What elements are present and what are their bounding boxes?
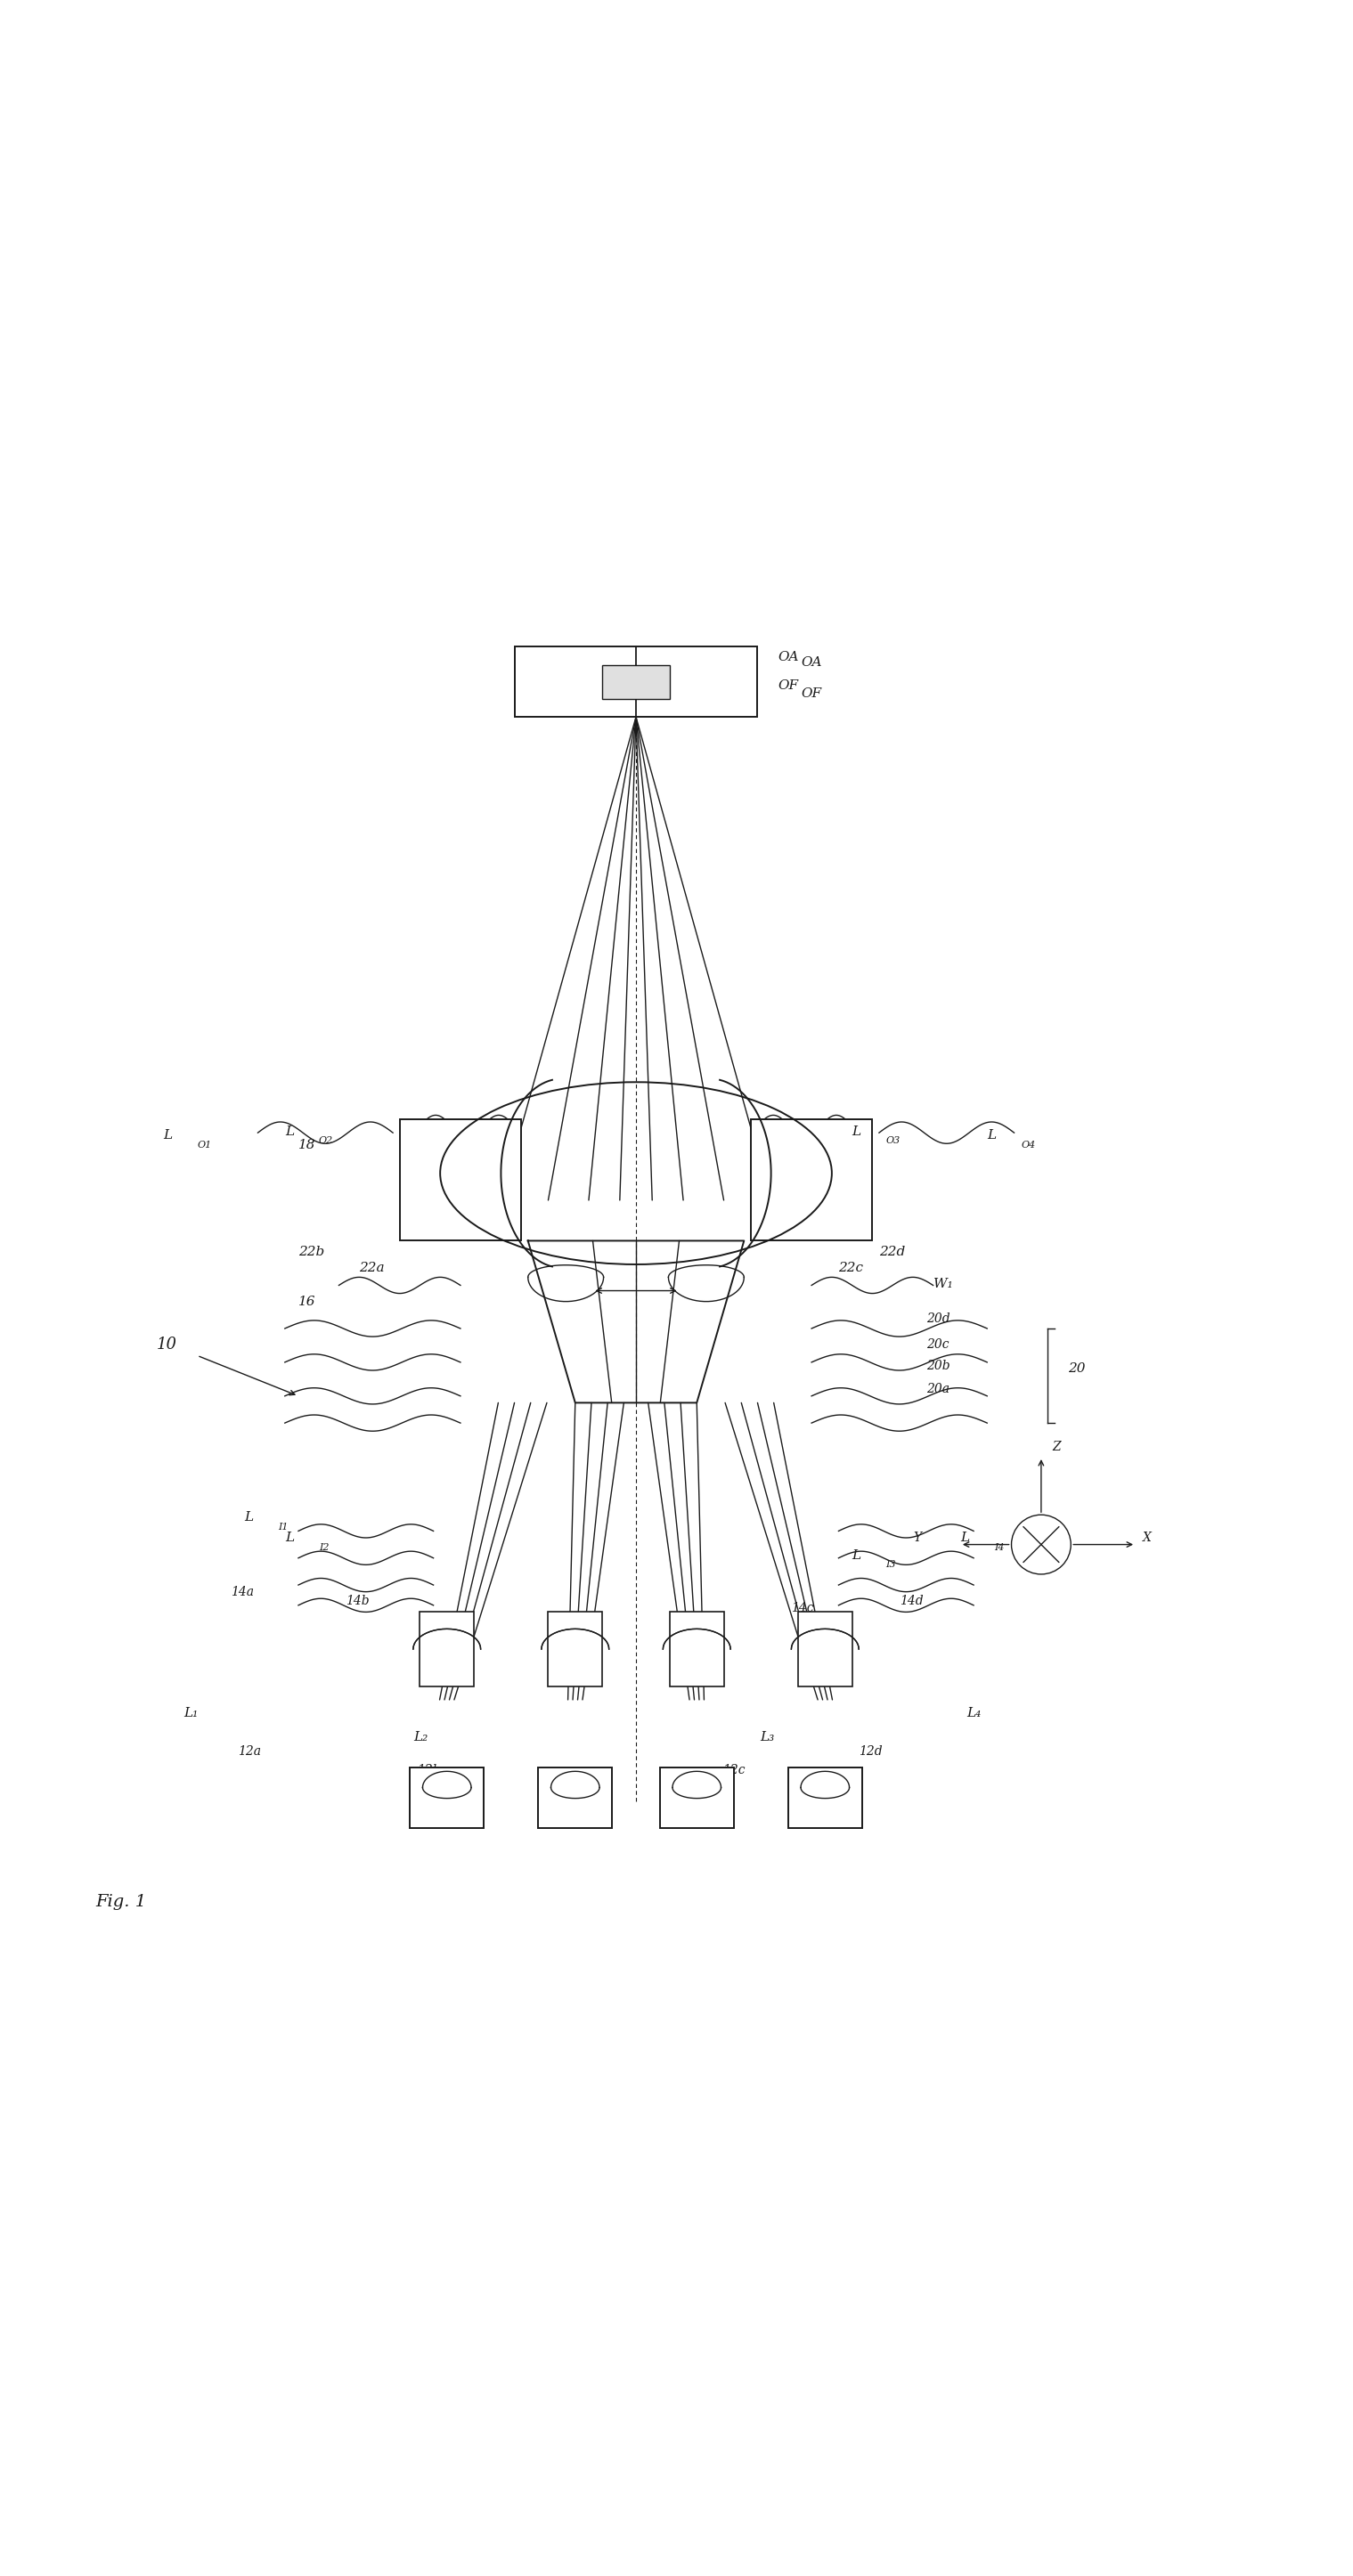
Text: Fig. 1: Fig. 1 [96, 1893, 146, 1911]
Text: 14a: 14a [231, 1587, 254, 1597]
Text: L: L [961, 1533, 969, 1543]
Bar [602, 665, 670, 698]
Text: L: L [285, 1126, 294, 1139]
Text: L₁: L₁ [184, 1708, 198, 1721]
Bar [798, 1613, 852, 1687]
Text: 20d: 20d [927, 1314, 950, 1324]
Text: L: L [164, 1128, 172, 1141]
Text: I2: I2 [318, 1543, 329, 1551]
Bar [548, 1613, 602, 1687]
Bar [514, 647, 758, 716]
Bar [751, 1118, 873, 1242]
Text: 12b: 12b [417, 1765, 441, 1777]
Text: O2: O2 [318, 1136, 333, 1146]
Bar [660, 1767, 733, 1829]
Text: 12d: 12d [859, 1744, 882, 1757]
Text: L₂: L₂ [413, 1731, 428, 1744]
Text: O4: O4 [1022, 1141, 1035, 1149]
Text: 12a: 12a [238, 1744, 261, 1757]
Text: OF: OF [801, 688, 821, 701]
Text: 16: 16 [299, 1296, 315, 1309]
Text: 14c: 14c [792, 1602, 815, 1615]
Text: OA: OA [778, 652, 798, 665]
Text: 22b: 22b [299, 1244, 325, 1257]
Text: Y: Y [913, 1533, 921, 1543]
Text: L: L [245, 1512, 253, 1525]
Bar [670, 1613, 724, 1687]
Text: L: L [852, 1548, 861, 1561]
Text: 22d: 22d [879, 1244, 905, 1257]
Text: 20a: 20a [927, 1383, 950, 1396]
Text: L: L [285, 1533, 294, 1543]
Text: 18: 18 [299, 1139, 315, 1151]
Text: L₃: L₃ [760, 1731, 775, 1744]
Text: 14d: 14d [900, 1595, 923, 1607]
Text: 20: 20 [1068, 1363, 1085, 1376]
Text: 20c: 20c [927, 1340, 948, 1350]
Text: OF: OF [778, 680, 798, 690]
Text: 22a: 22a [359, 1262, 384, 1275]
Text: I4: I4 [994, 1543, 1004, 1551]
Text: 20b: 20b [927, 1360, 950, 1373]
Text: 12c: 12c [723, 1765, 746, 1777]
Text: Z: Z [1051, 1440, 1061, 1453]
Text: O1: O1 [198, 1141, 211, 1149]
Text: OA: OA [801, 657, 821, 670]
Text: X: X [1142, 1533, 1151, 1543]
Bar [538, 1767, 613, 1829]
Text: L: L [988, 1128, 996, 1141]
Bar [419, 1613, 474, 1687]
Text: L₄: L₄ [967, 1708, 981, 1721]
Text: 22c: 22c [839, 1262, 863, 1275]
Bar [399, 1118, 521, 1242]
Bar [787, 1767, 862, 1829]
Text: L: L [852, 1126, 861, 1139]
Text: I3: I3 [886, 1561, 896, 1569]
Bar [410, 1767, 484, 1829]
Text: I1: I1 [279, 1522, 288, 1533]
Text: 10: 10 [157, 1337, 177, 1352]
Text: 14b: 14b [345, 1595, 369, 1607]
Text: W₁: W₁ [934, 1278, 953, 1291]
Text: O3: O3 [886, 1136, 900, 1146]
